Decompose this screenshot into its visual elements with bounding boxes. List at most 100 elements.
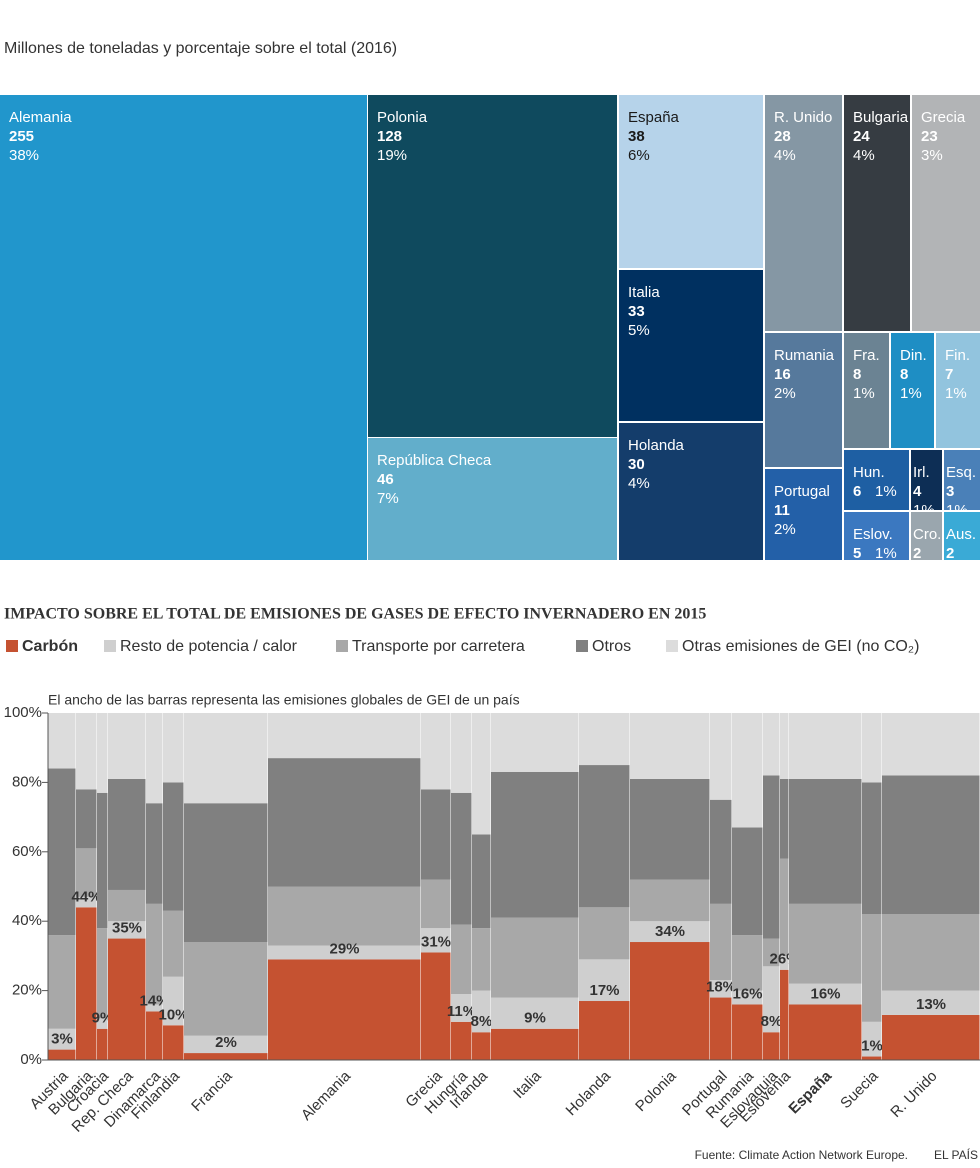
x-tick-label: España [785,1067,835,1117]
legend-swatch [576,640,588,652]
bar-segment [472,834,491,929]
treemap-cell [765,95,842,331]
bar-segment [763,938,780,967]
y-tick-label: 100% [4,704,42,721]
x-tick-label: Polonia [632,1067,680,1115]
treemap-cell [619,95,763,268]
cell-value: 128 [377,128,402,145]
cell-name: Polonia [377,109,428,126]
cell-value: 3 [946,483,954,500]
value-label: 29% [329,940,359,957]
x-tick-label: R. Unido [887,1068,940,1121]
bar-segment [732,935,763,991]
bar-segment [451,792,472,925]
bar-segment [780,955,789,970]
bar-segment [491,1028,579,1060]
treemap-cell [0,95,367,560]
bar-segment [491,917,579,998]
bar-segment [184,713,268,804]
source: Fuente: Climate Action Network Europe. [695,1148,908,1162]
bar-segment [472,1032,491,1060]
bar-segment [630,879,710,922]
treemap-cell [844,450,909,510]
cell-share: 7% [377,490,399,507]
cell-name: Cro. [913,526,941,543]
treemap-cell [765,469,842,560]
cell-name: Bulgaria [853,109,909,126]
bar-segment [732,713,763,828]
cell-share: 2% [774,521,796,538]
bar-segment [97,928,108,1019]
value-label: 8% [761,1013,783,1030]
cell-name: España [628,109,680,126]
treemap-cell [936,333,980,448]
bar-segment [579,713,630,766]
bar-segment [763,966,780,1033]
cell-value: 8 [853,366,861,383]
bar-segment [146,1004,163,1012]
cell-share: 1% [945,385,967,402]
treemap-cell [619,270,763,421]
bar-segment [97,1028,108,1060]
bar-segment [421,789,451,880]
brand: EL PAÍS [934,1147,978,1162]
cell-name: Fra. [853,347,880,364]
value-label: 1% [861,1037,883,1054]
bar-segment [146,903,163,1005]
value-label: 9% [92,1010,114,1027]
cell-name: Aus. [946,526,976,543]
cell-value: 5 [853,545,861,562]
cell-name: R. Unido [774,109,832,126]
cell-value: 2 [913,545,921,562]
cell-name: Din. [900,347,927,364]
bar-segment [48,713,76,769]
treemap-cell [912,95,980,331]
bar-segment [763,1032,780,1060]
bar-segment [862,713,882,783]
cell-name: Italia [628,284,660,301]
bar-segment [163,910,184,977]
bar-segment [630,778,710,880]
value-label: 16% [810,985,840,1002]
bar-segment [472,990,491,1033]
bar-segment [732,1004,763,1060]
bar-segment [780,969,789,1060]
cell-name: Holanda [628,437,685,454]
cell-share: 4% [774,147,796,164]
bar-segment [579,907,630,960]
bar-segment [97,792,108,929]
value-label: 44% [71,888,101,905]
treemap-cell [944,512,980,560]
bar-segment [882,914,980,991]
y-tick-label: 80% [12,773,42,790]
bar-segment [862,1021,882,1057]
bar-segment [268,713,421,759]
bar-segment [579,765,630,908]
bar-segment [763,775,780,939]
bar-segment [579,959,630,1002]
bar-segment [491,713,579,772]
bar-segment [789,983,862,1005]
cell-share: 2% [774,385,796,402]
bar-segment [76,789,97,849]
cell-value: 33 [628,303,645,320]
bar-segment [882,990,980,1015]
y-tick-label: 0% [20,1051,42,1068]
bar-segment [146,713,163,804]
x-tick-label: Italia [510,1067,545,1102]
y-tick-label: 40% [12,912,42,929]
x-tick-label: Suecia [837,1067,882,1112]
y-tick-label: 60% [12,843,42,860]
bar-segment [472,928,491,991]
bar-segment [710,997,732,1060]
y-tick-label: 20% [12,982,42,999]
bar-segment [108,938,146,1060]
bar-segment [472,713,491,835]
cell-share: 4% [628,475,650,492]
bar-segment [789,1004,862,1060]
bar-segment [710,799,732,904]
bar-segment [862,1056,882,1060]
cell-name: Irl. [913,464,930,481]
bar-segment [48,935,76,1029]
bar-segment [97,1018,108,1029]
